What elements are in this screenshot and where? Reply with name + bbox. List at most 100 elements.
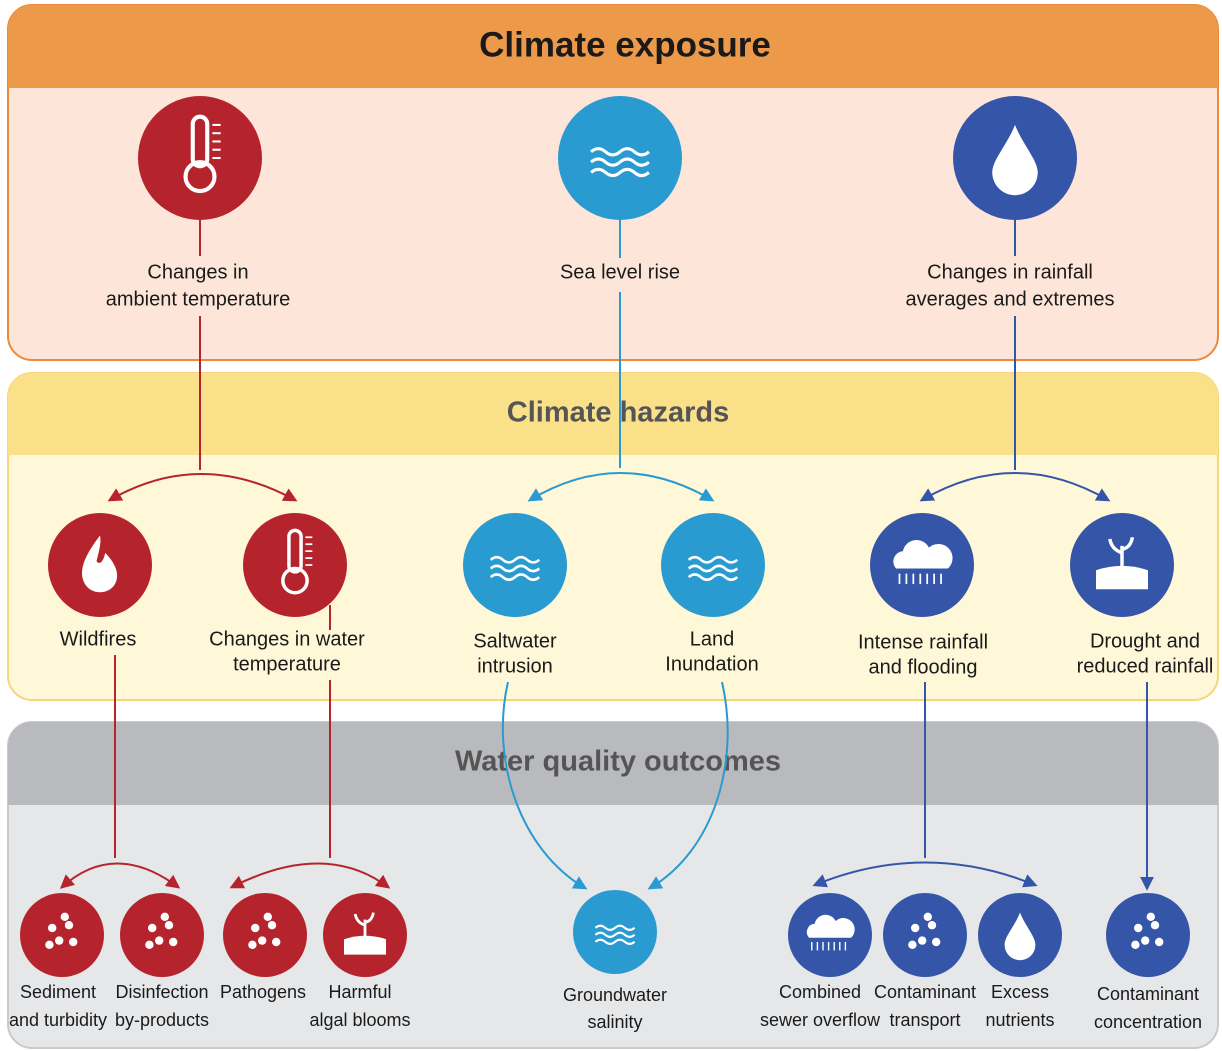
icon-part	[590, 157, 650, 167]
hazards-title: Climate hazards	[507, 397, 729, 429]
node-circle	[463, 513, 567, 617]
icon-part	[164, 921, 174, 930]
node-label: Drought and	[1090, 630, 1200, 652]
node-icon	[145, 912, 178, 949]
node-icon	[248, 912, 281, 949]
node-circle	[558, 96, 682, 220]
icon-part	[287, 528, 303, 574]
node-label: Excess	[991, 982, 1049, 1002]
outcomes-node: Contaminant transport	[874, 893, 976, 1030]
icon-part	[918, 936, 927, 945]
node-label: Contaminant	[874, 982, 976, 1002]
icon-part	[927, 921, 937, 930]
icon-part	[1155, 937, 1164, 947]
icon-part	[60, 912, 69, 921]
icon-part	[1150, 921, 1160, 930]
icon-part	[272, 937, 281, 947]
icon-part	[594, 938, 636, 945]
hazards-node: Intense rainfall and flooding	[858, 513, 988, 678]
icon-part	[1141, 936, 1150, 945]
icon-part	[148, 923, 157, 933]
outcomes-node: Groundwater salinity	[563, 890, 667, 1032]
node-label: temperature	[233, 653, 341, 675]
node-label: salinity	[587, 1012, 642, 1032]
node-label: reduced rainfall	[1077, 655, 1214, 677]
node-icon	[183, 114, 221, 194]
icon-part	[251, 923, 260, 933]
node-circle	[573, 890, 657, 974]
icon-part	[45, 940, 54, 949]
node-icon	[1004, 912, 1036, 961]
icon-part	[1146, 912, 1155, 921]
node-icon	[489, 555, 541, 582]
icon-part	[1004, 912, 1036, 961]
icon-part	[489, 564, 541, 573]
node-label: nutrients	[985, 1010, 1054, 1030]
node-label: ambient temperature	[106, 288, 291, 310]
node-icon	[45, 912, 78, 949]
node-label: concentration	[1094, 1012, 1202, 1032]
node-label: and flooding	[869, 656, 978, 678]
icon-part	[687, 564, 739, 573]
outcomes-node: Excess nutrients	[978, 893, 1062, 1030]
icon-part	[258, 936, 267, 945]
node-circle	[883, 893, 967, 977]
exposure-node: Sea level rise	[558, 96, 682, 283]
node-circle	[20, 893, 104, 977]
icon-part	[1108, 536, 1135, 567]
node-icon	[992, 124, 1038, 196]
node-label: Wildfires	[60, 628, 137, 650]
node-label: Inundation	[665, 653, 758, 675]
icon-part	[48, 923, 57, 933]
node-icon	[1096, 536, 1148, 590]
node-label: averages and extremes	[905, 288, 1114, 310]
node-icon	[344, 912, 386, 955]
outcomes-node: Harmful algal blooms	[309, 893, 411, 1030]
node-circle	[223, 893, 307, 977]
node-label: Pathogens	[220, 982, 306, 1002]
node-circle	[120, 893, 204, 977]
icon-part	[992, 124, 1038, 196]
icon-part	[263, 912, 272, 921]
icon-part	[1134, 923, 1143, 933]
icon-part	[893, 539, 953, 569]
node-icon	[594, 924, 636, 945]
icon-part	[248, 940, 257, 949]
icon-part	[190, 114, 210, 169]
icon-part	[145, 940, 154, 949]
node-icon	[590, 147, 650, 178]
node-label: Groundwater	[563, 985, 667, 1005]
node-label: Land	[690, 628, 735, 650]
icon-part	[281, 566, 309, 595]
icon-part	[489, 555, 541, 564]
icon-part	[155, 936, 164, 945]
icon-part	[590, 147, 650, 157]
exposure-node: Changes in ambient temperature	[106, 96, 291, 310]
hazards-band	[7, 372, 1219, 701]
node-icon	[908, 912, 941, 949]
icon-part	[590, 167, 650, 178]
node-label: by-products	[115, 1010, 209, 1030]
icon-part	[489, 573, 541, 582]
icon-part	[932, 937, 941, 947]
icon-part	[267, 921, 277, 930]
icon-part	[55, 936, 64, 945]
hazards-node: Wildfires	[48, 513, 152, 650]
node-icon	[82, 535, 118, 593]
exposure-node: Changes in rainfall averages and extremes	[905, 96, 1115, 310]
nodes: Changes in ambient temperature Sea level r…	[9, 96, 1213, 1032]
icon-part	[160, 912, 169, 921]
icon-part	[69, 937, 78, 947]
node-label: Sea level rise	[560, 261, 680, 283]
icon-part	[687, 573, 739, 582]
icon-part	[687, 555, 739, 564]
node-icon	[281, 528, 313, 595]
outcomes-node: Sediment and turbidity	[9, 893, 107, 1030]
node-label: Sediment	[20, 982, 96, 1002]
outcomes-node: Disinfection by-products	[115, 893, 209, 1030]
node-icon	[806, 914, 855, 951]
node-icon	[893, 539, 953, 585]
hazards-node: Saltwater intrusion	[463, 513, 567, 677]
node-label: Saltwater	[473, 630, 557, 652]
